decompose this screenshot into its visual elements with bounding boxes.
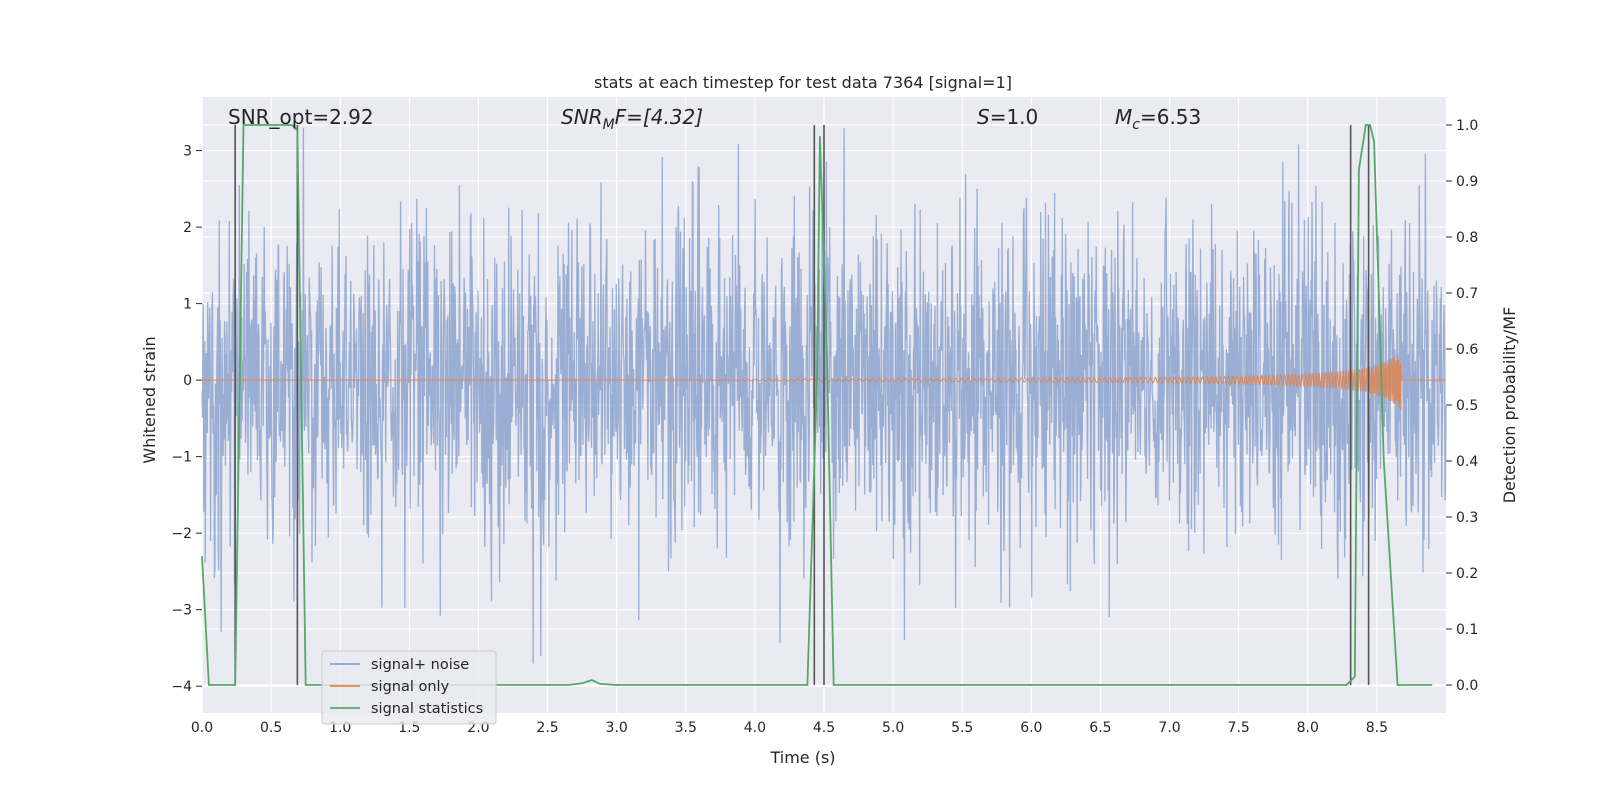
s-main: S	[977, 105, 990, 129]
y-right-tick-label: 0.1	[1456, 622, 1478, 638]
annotation-snr-opt: SNR_opt=2.92	[228, 105, 374, 129]
s-rest: =1.0	[990, 105, 1039, 129]
x-tick-label: 8.5	[1366, 720, 1388, 736]
x-tick-label: 2.5	[536, 720, 558, 736]
y-left-tick-label: −3	[171, 603, 192, 619]
x-tick-label: 4.5	[813, 720, 835, 736]
annotation-mc: Mc=6.53	[1115, 105, 1201, 133]
x-tick-label: 0.0	[191, 720, 213, 736]
mc-sub: c	[1132, 117, 1140, 133]
y-right-tick-label: 0.8	[1456, 230, 1478, 246]
legend-label-signal: signal only	[371, 679, 450, 695]
legend-label-stats: signal statistics	[371, 701, 483, 717]
x-tick-label: 5.0	[882, 720, 904, 736]
vertical-markers	[234, 125, 1370, 685]
y-left-tick-label: 1	[183, 297, 192, 313]
y-left-tick-label: −1	[171, 450, 192, 466]
x-tick-label: 6.0	[1020, 720, 1042, 736]
legend-label-noise: signal+ noise	[371, 657, 469, 673]
y-right-tick-label: 0.0	[1456, 678, 1478, 694]
x-tick-label: 4.0	[744, 720, 766, 736]
x-tick-label: 3.0	[606, 720, 628, 736]
y-right-tick-label: 1.0	[1456, 118, 1478, 134]
y-left-tick-label: 3	[183, 144, 192, 160]
x-tick-label: 7.5	[1228, 720, 1250, 736]
y-right-tick-label: 0.4	[1456, 454, 1478, 470]
snr-mf-sub: M	[603, 117, 615, 133]
mc-main: M	[1115, 105, 1132, 129]
y-right-axis-label: Detection probability/MF	[1500, 307, 1519, 504]
legend-frame	[321, 650, 497, 725]
y-left-axis-ticks: −4 −3 −2 −1 0 1 2 3	[171, 144, 202, 695]
y-right-tick-label: 0.3	[1456, 510, 1478, 526]
x-tick-label: 0.5	[260, 720, 282, 736]
snr-mf-rest: F=[4.32]	[615, 105, 703, 129]
y-right-tick-label: 0.2	[1456, 566, 1478, 582]
chart-title: stats at each timestep for test data 736…	[594, 73, 1012, 92]
stats-trace	[201, 124, 1433, 686]
x-tick-label: 3.5	[675, 720, 697, 736]
annotation-snr-mf: SNRMF=[4.32]	[561, 105, 703, 133]
x-tick-label: 5.5	[951, 720, 973, 736]
annotation-s: S=1.0	[977, 105, 1038, 129]
y-left-tick-label: −2	[171, 526, 192, 542]
x-tick-label: 7.0	[1158, 720, 1180, 736]
y-left-axis-label: Whitened strain	[140, 336, 159, 463]
snr-mf-main: SNR	[561, 105, 603, 129]
y-left-tick-label: 2	[183, 220, 192, 236]
y-right-tick-label: 0.9	[1456, 174, 1478, 190]
y-left-tick-label: 0	[183, 373, 192, 389]
y-right-tick-label: 0.7	[1456, 286, 1478, 302]
legend: signal+ noise signal only signal statist…	[321, 650, 497, 725]
x-tick-label: 8.0	[1297, 720, 1319, 736]
series-signal-statistics	[201, 124, 1433, 686]
y-left-tick-label: −4	[171, 679, 192, 695]
y-right-axis-ticks: 0.0 0.1 0.2 0.3 0.4 0.5 0.6 0.7 0.8 0.9 1.0	[1446, 118, 1478, 694]
x-tick-label: 6.5	[1089, 720, 1111, 736]
x-axis-label: Time (s)	[769, 748, 835, 767]
y-right-tick-label: 0.5	[1456, 398, 1478, 414]
mc-rest: =6.53	[1140, 105, 1201, 129]
y-right-tick-label: 0.6	[1456, 342, 1478, 358]
